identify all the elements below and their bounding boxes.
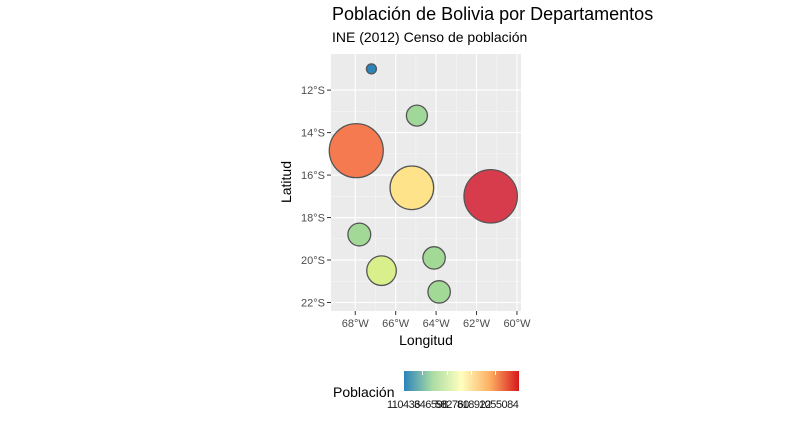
x-axis-title: Longitud — [399, 332, 453, 348]
x-tick-label: 64°W — [423, 318, 451, 330]
department-point — [422, 246, 446, 270]
legend-label: 818922 — [457, 399, 491, 411]
legend-tick — [446, 371, 448, 375]
legend-label: 346598 — [414, 399, 448, 411]
department-point — [427, 280, 451, 304]
y-tick-label: 14°S — [301, 128, 325, 140]
department-point — [366, 255, 397, 287]
department-point — [347, 222, 372, 247]
legend-label: 582760 — [435, 399, 469, 411]
legend-title: Población — [333, 384, 395, 400]
legend-tick — [494, 371, 496, 375]
chart-subtitle: INE (2012) Censo de población — [332, 29, 528, 45]
y-tick-label: 22°S — [301, 298, 325, 310]
department-point — [389, 165, 435, 211]
legend-label: 110436 — [387, 399, 420, 411]
chart-title: Población de Bolivia por Departamentos — [332, 4, 654, 24]
y-tick-label: 18°S — [301, 213, 325, 225]
x-tick-label: 60°W — [503, 318, 531, 330]
department-point — [405, 104, 429, 127]
points-layer — [328, 63, 519, 304]
x-tick-label: 68°W — [342, 318, 370, 330]
legend-tick — [470, 371, 472, 375]
y-tick-label: 20°S — [301, 255, 325, 267]
department-point — [328, 122, 384, 179]
y-tick-label: 16°S — [301, 170, 325, 182]
y-tick-label: 12°S — [301, 85, 325, 97]
y-axis: 12°S 14°S 16°S 18°S 20°S 22°S — [301, 85, 331, 310]
department-point — [365, 63, 378, 75]
x-tick-label: 66°W — [382, 318, 410, 330]
legend-label: 1055084 — [479, 399, 519, 411]
department-point — [463, 168, 519, 224]
legend-tick — [422, 371, 424, 375]
x-axis: 68°W 66°W 64°W 62°W 60°W — [342, 311, 531, 330]
legend-colorbar — [404, 371, 519, 391]
y-axis-title: Latitud — [278, 161, 294, 203]
x-tick-label: 62°W — [463, 318, 491, 330]
